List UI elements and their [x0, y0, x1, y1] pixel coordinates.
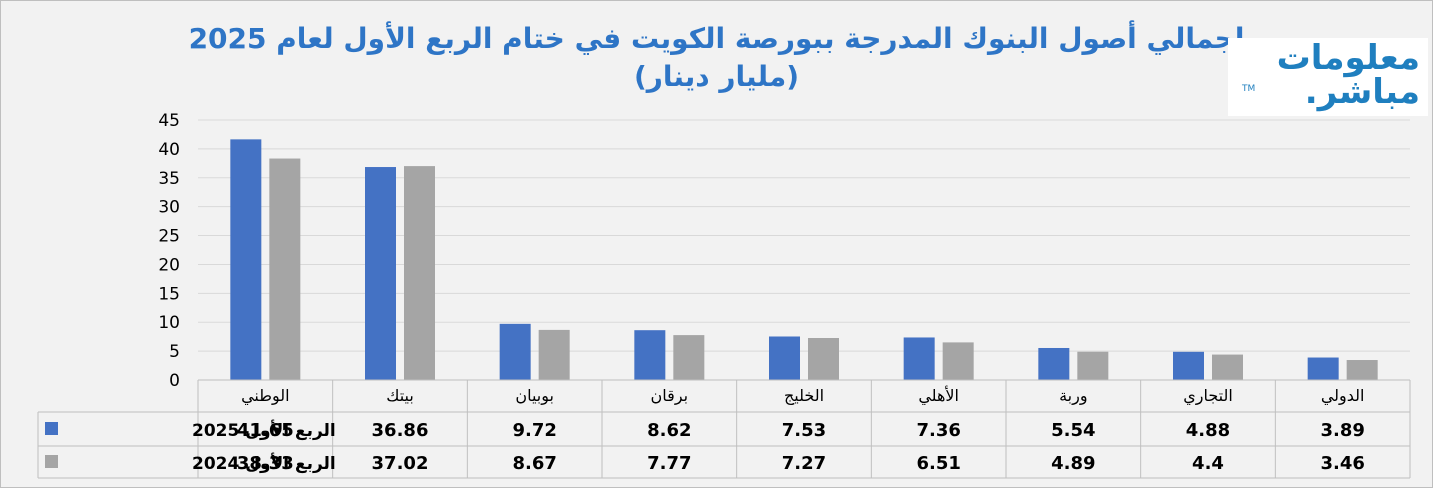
- y-tick-label: 0: [169, 371, 180, 391]
- chart-subtitle: (مليار دينار): [633, 60, 800, 93]
- data-value-label: 4.4: [1192, 453, 1224, 474]
- y-tick-label: 25: [158, 227, 180, 247]
- category-label: وربة: [1059, 386, 1087, 406]
- bar-2024: [269, 158, 301, 380]
- category-label: التجاري: [1183, 386, 1233, 406]
- category-label: بيتك: [386, 386, 414, 405]
- category-label: الأهلي: [918, 385, 959, 406]
- data-value-label: 3.46: [1320, 453, 1364, 474]
- logo-line-1: معلومات: [1276, 38, 1420, 78]
- legend-key-2025: [45, 422, 58, 435]
- bar-2025: [769, 336, 800, 380]
- bar-2024: [942, 342, 974, 380]
- chart-title: إجمالي أصول البنوك المدرجة ببورصة الكويت…: [188, 22, 1245, 55]
- y-axis: 0 5 10 15 20 25 30 35 40 45: [158, 111, 180, 391]
- bar-2024: [404, 166, 435, 380]
- data-value-label: 6.51: [916, 453, 960, 474]
- data-value-label: 38.33: [237, 453, 294, 474]
- y-tick-label: 45: [158, 111, 180, 131]
- mubasher-logo: معلومات مباشر. TM: [1228, 38, 1428, 116]
- bar-2025: [634, 330, 666, 380]
- data-value-label: 7.77: [647, 453, 691, 474]
- bar-2024: [1346, 360, 1378, 380]
- y-tick-label: 30: [158, 198, 180, 218]
- y-tick-label: 40: [158, 140, 180, 160]
- data-value-label: 9.72: [512, 420, 556, 441]
- bars: [230, 139, 1378, 380]
- data-table: الوطني بيتك بوبيان برقان الخليج الأهلي وربة الت…: [37, 379, 1411, 479]
- data-value-label: 8.67: [512, 453, 556, 474]
- category-label: برقان: [651, 386, 689, 406]
- category-label: الوطني: [241, 386, 289, 406]
- bar-2025: [365, 167, 396, 380]
- bar-2024: [673, 335, 705, 380]
- data-value-label: 7.53: [782, 420, 826, 441]
- data-value-label: 4.89: [1051, 453, 1095, 474]
- data-value-label: 37.02: [372, 453, 429, 474]
- y-tick-label: 10: [158, 313, 180, 333]
- data-value-label: 3.89: [1320, 420, 1364, 441]
- bar-2024: [808, 337, 839, 380]
- data-value-label: 36.86: [372, 420, 429, 441]
- data-value-label: 4.88: [1186, 420, 1230, 441]
- y-tick-label: 15: [158, 284, 180, 304]
- data-value-label: 7.27: [782, 453, 826, 474]
- gridlines: [198, 119, 1410, 352]
- category-label: بوبيان: [515, 386, 554, 406]
- bar-2025: [1307, 357, 1339, 380]
- bar-2024: [1212, 354, 1243, 380]
- category-label: الدولي: [1321, 386, 1365, 406]
- bar-2025: [903, 337, 935, 380]
- y-tick-label: 20: [158, 255, 180, 275]
- bar-2025: [1173, 351, 1204, 380]
- legend-label: الربع الأول 2025: [192, 420, 336, 441]
- bar-2025: [230, 139, 262, 380]
- bar-2025: [499, 323, 531, 380]
- bar-2024: [1077, 351, 1109, 380]
- bar-2025: [1038, 347, 1070, 380]
- data-value-label: 5.54: [1051, 420, 1095, 441]
- legend-key-2024: [45, 455, 58, 468]
- logo-trademark: TM: [1242, 84, 1256, 94]
- logo-line-2: مباشر.: [1304, 72, 1420, 112]
- data-value-label: 8.62: [647, 420, 691, 441]
- y-tick-label: 5: [169, 342, 180, 362]
- bar-2024: [538, 329, 570, 380]
- data-value-label: 41.65: [237, 420, 294, 441]
- y-tick-label: 35: [158, 169, 180, 189]
- category-label: الخليج: [784, 386, 824, 405]
- data-value-label: 7.36: [916, 420, 960, 441]
- legend-label: الربع الأول 2024: [192, 453, 336, 474]
